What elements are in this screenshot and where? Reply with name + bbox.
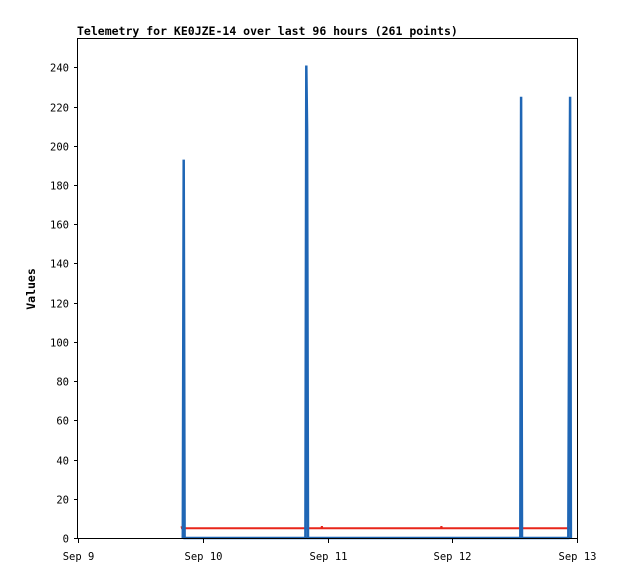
y-tick-label: 20 <box>56 495 69 507</box>
y-tick-label: 100 <box>50 338 69 350</box>
y-tick-label: 160 <box>50 220 69 232</box>
y-tick-label: 60 <box>56 416 69 428</box>
y-tick-label: 80 <box>56 377 69 389</box>
x-axis: Sep 9 Sep 10 Sep 11 Sep 12 Sep 13 <box>63 538 597 563</box>
y-axis-label: Values <box>24 268 38 310</box>
x-tick-label: Sep 11 <box>310 551 348 563</box>
y-tick-label: 40 <box>56 456 69 468</box>
series-line-0 <box>181 65 573 540</box>
plot-area <box>180 65 573 540</box>
chart-title: Telemetry for KE0JZE-14 over last 96 hou… <box>77 24 458 38</box>
x-tick-label: Sep 13 <box>559 551 597 563</box>
y-tick-label: 240 <box>50 63 69 75</box>
y-tick-label: 140 <box>50 259 69 271</box>
x-tick-label: Sep 10 <box>185 551 223 563</box>
y-tick-label: 200 <box>50 142 69 154</box>
series-line-1 <box>180 525 571 530</box>
y-tick-label: 180 <box>50 181 69 193</box>
x-tick-label: Sep 12 <box>434 551 472 563</box>
y-axis: 0 20 40 60 80 100 120 140 160 180 200 220 240 <box>50 63 78 546</box>
x-tick-label: Sep 9 <box>63 551 95 563</box>
y-tick-label: 220 <box>50 103 69 115</box>
y-tick-label: 120 <box>50 299 69 311</box>
y-tick-label: 0 <box>63 534 69 546</box>
plot-frame <box>77 38 578 539</box>
